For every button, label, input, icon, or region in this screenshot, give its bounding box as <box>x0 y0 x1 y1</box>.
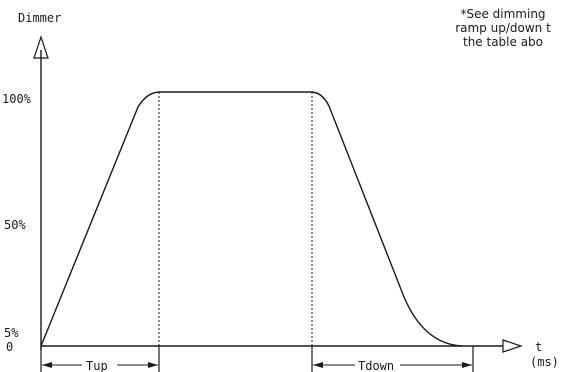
dimmer-curve <box>40 91 463 347</box>
note-line-1: *See dimming <box>460 7 546 21</box>
y-axis-label: Dimmer <box>18 11 61 25</box>
dimming-note: *See dimming ramp up/down t the table ab… <box>418 7 567 49</box>
x-axis-unit: (ms) <box>530 355 559 369</box>
tup-arrow-right <box>148 362 158 368</box>
tup-label: Tup <box>86 359 108 372</box>
tup-arrow-left <box>42 362 52 368</box>
note-line-3: the table abo <box>462 35 544 49</box>
tdown-arrow-left <box>313 362 323 368</box>
y-tick-5: 5% <box>4 326 19 340</box>
y-tick-100: 100% <box>2 92 32 106</box>
tdown-label: Tdown <box>358 359 394 372</box>
y-tick-50: 50% <box>4 218 26 232</box>
y-axis-arrowhead <box>33 35 49 59</box>
y-tick-0: 0 <box>6 340 13 354</box>
tdown-arrow-right <box>462 362 472 368</box>
note-line-2: ramp up/down t <box>455 21 551 35</box>
x-axis-arrowhead <box>502 339 523 353</box>
x-axis-label: t <box>535 340 542 354</box>
